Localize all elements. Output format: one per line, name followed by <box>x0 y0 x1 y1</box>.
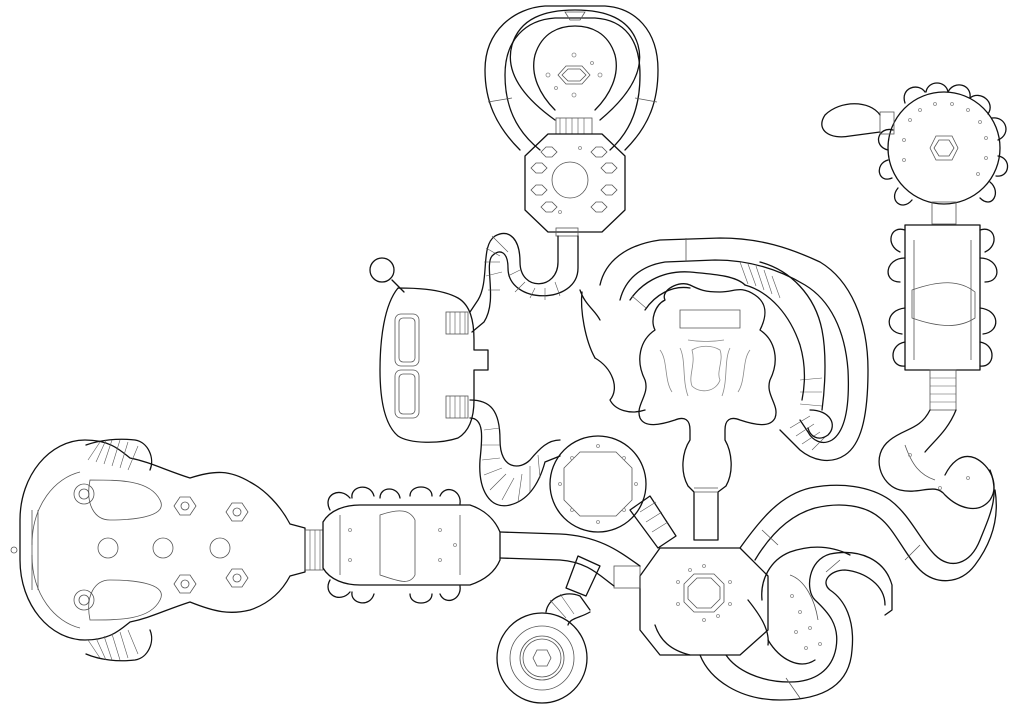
octagon-pillar-room <box>524 133 626 237</box>
east-long-hall <box>887 224 998 411</box>
southeast-cavern <box>699 546 893 701</box>
east-corridor <box>739 469 997 582</box>
snake-corridor-south <box>469 399 561 507</box>
northeast-flower-room <box>821 82 1009 225</box>
west-hub-corridor <box>499 531 641 597</box>
west-capsule-room <box>369 257 489 443</box>
southwest-round-room <box>496 593 591 704</box>
west-central-hall <box>322 486 501 604</box>
snake-corridor-north <box>469 232 579 333</box>
east-organic-cave <box>878 409 995 510</box>
top-horseshoe-room <box>484 5 659 151</box>
central-loop-corridor <box>579 237 869 462</box>
round-chamber <box>549 435 677 549</box>
central-statue-room <box>638 283 777 541</box>
west-grand-hall <box>10 438 324 662</box>
